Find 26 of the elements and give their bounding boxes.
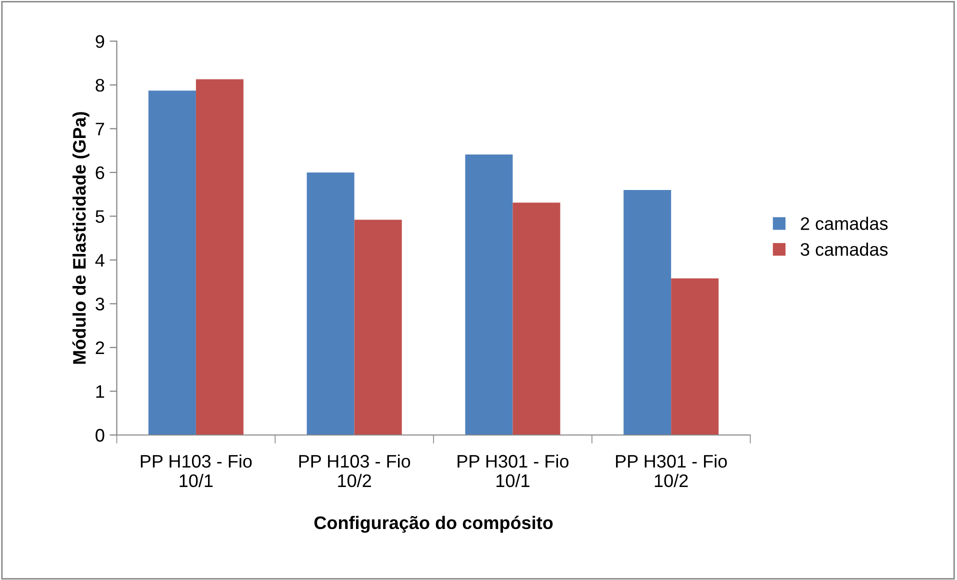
y-tick-label: 2 bbox=[96, 341, 104, 354]
y-tick-label: 0 bbox=[96, 428, 104, 442]
legend-label: 2 camadas bbox=[800, 216, 888, 230]
bar bbox=[624, 190, 672, 435]
bar bbox=[306, 172, 354, 435]
x-tick-label: PP H103 - Fio 10/1 bbox=[140, 454, 252, 488]
bar bbox=[671, 278, 719, 435]
bar bbox=[354, 220, 402, 435]
bar bbox=[196, 79, 244, 435]
y-axis-title: Módulo de Elasticidade (GPa) bbox=[72, 112, 90, 364]
y-tick-label: 8 bbox=[96, 78, 104, 92]
x-tick-label: PP H301 - Fio 10/2 bbox=[616, 454, 727, 488]
x-tick-label: PP H301 - Fio 10/1 bbox=[458, 454, 568, 488]
y-tick-label: 3 bbox=[96, 298, 104, 310]
legend-label: 3 camadas bbox=[800, 242, 888, 256]
y-tick-label: 5 bbox=[96, 210, 104, 223]
x-tick-label: PP H103 - Fio 10/2 bbox=[299, 454, 410, 488]
y-tick-label: 6 bbox=[96, 166, 104, 180]
bar bbox=[465, 154, 513, 435]
bar bbox=[512, 202, 560, 435]
bar bbox=[148, 90, 196, 435]
y-tick-label: 7 bbox=[96, 122, 104, 136]
x-axis-title: Configuração do compósito bbox=[314, 516, 553, 533]
y-tick-label: 4 bbox=[95, 254, 104, 267]
y-tick-label: 1 bbox=[96, 385, 104, 398]
y-tick-label: 9 bbox=[96, 35, 104, 48]
